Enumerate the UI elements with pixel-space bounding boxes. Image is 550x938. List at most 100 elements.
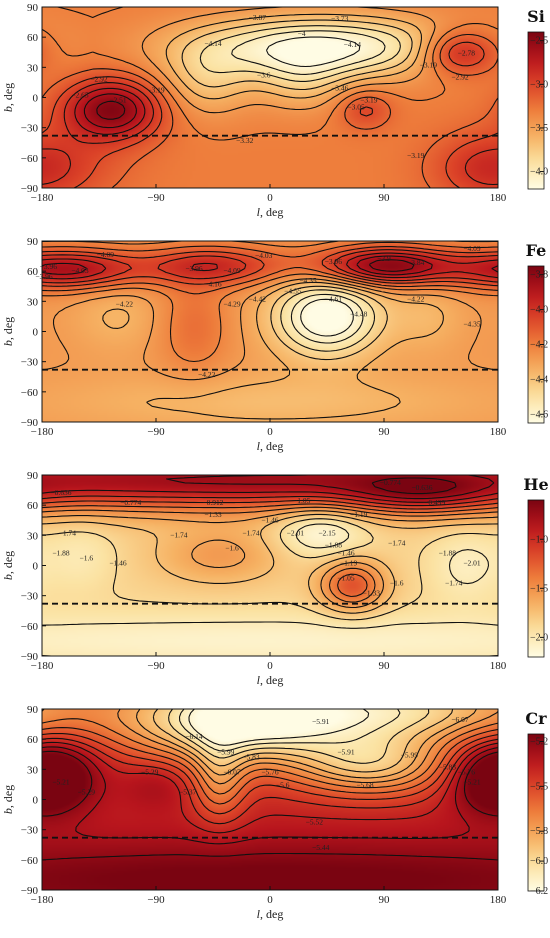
- contour-label: −4.03: [255, 251, 273, 260]
- contour-label: −5.29: [78, 787, 96, 796]
- x-axis-label: l, deg: [257, 673, 284, 687]
- contour-line: [41, 732, 499, 815]
- y-axis-label: b, deg: [1, 317, 15, 346]
- y-axis-label: b, deg: [1, 83, 15, 112]
- contour-label: −1.19: [340, 559, 358, 568]
- contour-line: [371, 477, 457, 495]
- contour-label: −0.499: [424, 498, 445, 507]
- contour-label: −4.42: [249, 294, 267, 303]
- element-label: Fe: [526, 241, 547, 260]
- y-tick-label: 30: [27, 764, 39, 776]
- contour-label: −4.09: [223, 266, 241, 275]
- contour-label: −1.46: [261, 515, 279, 524]
- contour-line: [141, 6, 436, 114]
- y-tick-label: −90: [21, 651, 39, 663]
- y-tick-label: 90: [27, 236, 39, 248]
- contour-label: −3.96: [185, 264, 203, 273]
- y-tick-label: 0: [33, 93, 39, 105]
- contour-line: [266, 36, 361, 68]
- contour-line: [368, 259, 415, 272]
- y-tick-label: 90: [27, 470, 39, 482]
- contour-label: −1.88: [325, 540, 343, 549]
- contour-label: −5.83: [439, 762, 457, 771]
- x-tick-label: 0: [267, 660, 273, 672]
- y-tick-label: 0: [33, 561, 39, 573]
- contour-line: [41, 41, 499, 189]
- x-tick-label: 180: [490, 192, 507, 204]
- colorbar-tick-label: −4.0: [530, 305, 548, 316]
- contour-line: [178, 708, 401, 752]
- contour-label: −4.29: [223, 299, 241, 308]
- contour-label: −2.01: [463, 559, 481, 568]
- contour-label: −4.03: [71, 266, 89, 275]
- contour-line: [74, 87, 146, 135]
- contour-label: −1.74: [170, 530, 188, 539]
- y-tick-label: 30: [27, 296, 39, 308]
- contour-label: −2.15: [318, 528, 336, 537]
- contour-label: −4.22: [116, 299, 134, 308]
- contour-label: −3.05: [347, 103, 365, 112]
- contour-label: −5.52: [306, 818, 324, 827]
- x-axis-label: l, deg: [257, 439, 284, 453]
- x-tick-label: 0: [267, 192, 273, 204]
- chart-si: −3.87 −3.73−4−4.14 −4.14−3.6−3.46−3.19−3.0…: [1, 2, 548, 219]
- colorbar-tick-label: −1.5: [530, 583, 548, 594]
- contour-label: −6.14: [185, 732, 203, 741]
- contour-label: −5.68: [356, 780, 374, 789]
- contour-label: −3.9: [377, 254, 391, 263]
- colorbar-tick-label: −6.0: [530, 856, 548, 867]
- contour-label: −3.87: [249, 13, 267, 22]
- x-axis-label: l, deg: [257, 205, 284, 219]
- contour-label: −3.19: [360, 96, 378, 105]
- contour-line: [41, 503, 499, 598]
- contour-line: [41, 495, 499, 507]
- contour-label: −3.96: [40, 262, 58, 271]
- y-tick-label: −90: [21, 183, 39, 195]
- y-tick-label: −60: [21, 621, 39, 633]
- contour-label: −2.65: [71, 91, 89, 100]
- contour-label: −5.76: [458, 767, 476, 776]
- x-tick-label: 90: [379, 660, 391, 672]
- colorbar-tick-label: −4.2: [530, 340, 548, 351]
- contour-line: [41, 718, 499, 795]
- contour-line: [165, 13, 423, 100]
- contour-line: [41, 252, 499, 280]
- contour-line: [41, 523, 499, 657]
- contour-label: −1.19: [350, 510, 368, 519]
- y-tick-label: 60: [27, 32, 39, 44]
- contour-label: −4.55: [284, 286, 302, 295]
- x-tick-label: −180: [31, 894, 54, 906]
- contour-label: −4.22: [407, 294, 425, 303]
- colorbar: [527, 31, 545, 190]
- x-tick-label: 90: [379, 894, 391, 906]
- x-tick-label: −90: [147, 660, 165, 672]
- contour-label: −5.44: [312, 843, 330, 852]
- heatmap-image: [42, 709, 498, 890]
- contour-label: −5.83: [242, 752, 260, 761]
- contour-label: −1.46: [337, 548, 355, 557]
- contour-label: −3.19: [420, 60, 438, 69]
- contour-line: [41, 6, 499, 141]
- y-axis-label: b, deg: [1, 551, 15, 580]
- contour-label: −5.37: [179, 787, 197, 796]
- contour-line: [41, 489, 499, 503]
- contour-line: [102, 281, 444, 420]
- element-label: Cr: [525, 709, 547, 728]
- y-tick-label: 30: [27, 62, 39, 74]
- contour-line: [83, 93, 137, 129]
- contour-label: −4.35: [463, 319, 481, 328]
- contour-label: −2.01: [287, 528, 305, 537]
- colorbar-tick-label: −3.8: [530, 270, 548, 281]
- chart-cr: −6.14−5.99−5.91 −6.07−5.91 −5.99−5.83−5.76…: [1, 704, 548, 921]
- contour-label: −1.46: [109, 559, 127, 568]
- colorbar-tick-label: −6.2: [530, 886, 548, 897]
- contour-label: −4.22: [198, 370, 216, 379]
- heatmap-image: [42, 7, 498, 188]
- colorbar-tick-label: −1.0: [530, 534, 548, 545]
- contour-line: [41, 741, 499, 834]
- contour-line: [41, 499, 499, 510]
- colorbar-tick-label: −2.0: [530, 632, 548, 643]
- contour-line: [300, 298, 354, 337]
- contour-label: −6.07: [223, 767, 241, 776]
- y-tick-label: −90: [21, 885, 39, 897]
